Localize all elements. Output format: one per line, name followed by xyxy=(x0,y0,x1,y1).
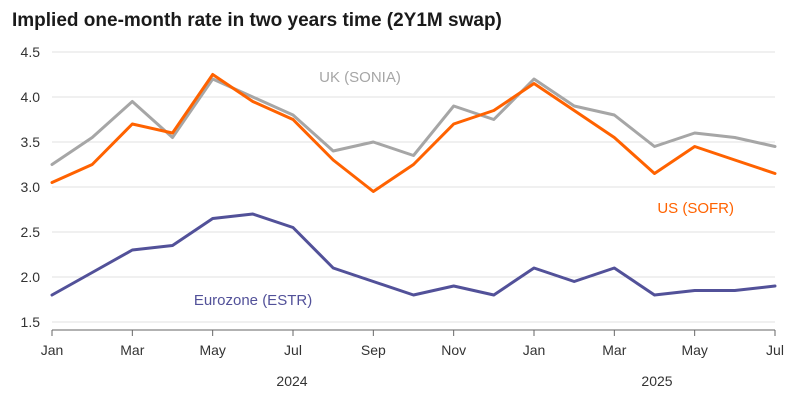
x-tick-label: Jul xyxy=(766,342,784,358)
series-label-2: Eurozone (ESTR) xyxy=(194,292,312,309)
chart-title: Implied one-month rate in two years time… xyxy=(12,10,502,31)
x-tick-label: Jan xyxy=(41,342,64,358)
x-tick-label: Jan xyxy=(523,342,546,358)
y-tick-label: 3.5 xyxy=(21,134,41,150)
x-tick-label: Mar xyxy=(602,342,626,358)
series-label-0: UK (SONIA) xyxy=(319,69,401,86)
x-tick-label: May xyxy=(681,342,707,358)
y-tick-label: 4.0 xyxy=(21,89,41,105)
series-label-1: US (SOFR) xyxy=(657,200,734,217)
x-tick-label: Nov xyxy=(441,342,466,358)
y-tick-label: 4.5 xyxy=(21,44,41,60)
year-label: 2024 xyxy=(276,373,307,389)
year-label: 2025 xyxy=(641,373,672,389)
y-tick-label: 1.5 xyxy=(21,314,41,330)
x-tick-label: Mar xyxy=(120,342,144,358)
x-tick-label: May xyxy=(199,342,225,358)
y-tick-label: 2.5 xyxy=(21,224,41,240)
series-line-1 xyxy=(50,73,777,193)
series-line-0 xyxy=(50,77,777,166)
x-tick-label: Jul xyxy=(284,342,302,358)
y-tick-label: 3.0 xyxy=(21,179,41,195)
x-tick-label: Sep xyxy=(361,342,386,358)
series-line-2 xyxy=(50,212,777,297)
y-tick-label: 2.0 xyxy=(21,269,41,285)
